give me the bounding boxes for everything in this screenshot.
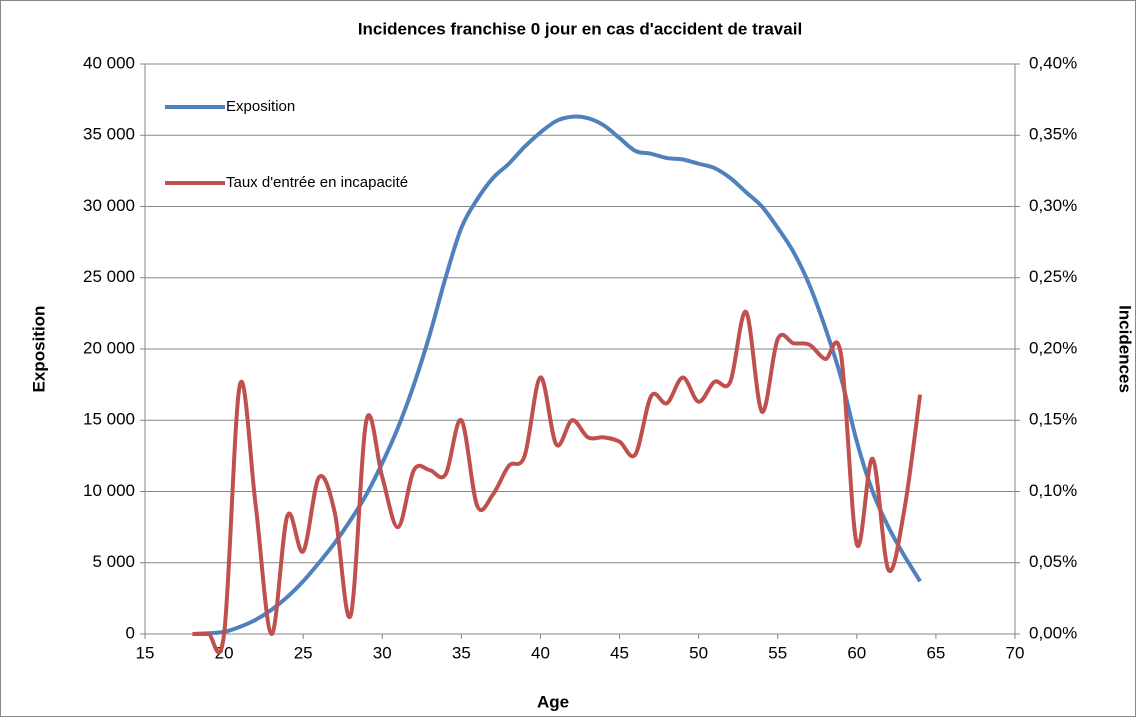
y2-tick-label: 0,30% — [1029, 196, 1077, 215]
y-tick-label: 10 000 — [83, 481, 135, 500]
y2-tick-label: 0,15% — [1029, 410, 1077, 429]
legend-label: Taux d'entrée en incapacité — [226, 174, 408, 191]
x-tick-label: 45 — [610, 643, 629, 662]
y2-axis-title: Incidences — [1116, 305, 1135, 393]
x-tick-label: 20 — [215, 643, 234, 662]
y-axis-title: Exposition — [29, 306, 48, 393]
x-tick-label: 40 — [531, 643, 550, 662]
y2-tick-label: 0,05% — [1029, 552, 1077, 571]
y2-tick-label: 0,00% — [1029, 623, 1077, 642]
y-tick-label: 20 000 — [83, 338, 135, 357]
y-tick-label: 5 000 — [92, 552, 135, 571]
x-tick-label: 35 — [452, 643, 471, 662]
x-tick-label: 30 — [373, 643, 392, 662]
series-line — [192, 114, 922, 636]
y-tick-label: 40 000 — [83, 53, 135, 72]
chart-title: Incidences franchise 0 jour en cas d'acc… — [358, 19, 802, 38]
series-line — [192, 309, 923, 655]
x-axis-title: Age — [537, 692, 569, 711]
y-tick-label: 25 000 — [83, 267, 135, 286]
x-tick-label: 70 — [1006, 643, 1025, 662]
y-tick-label: 15 000 — [83, 410, 135, 429]
x-tick-label: 15 — [136, 643, 155, 662]
y2-tick-label: 0,25% — [1029, 267, 1077, 286]
y2-tick-label: 0,35% — [1029, 125, 1077, 144]
x-tick-label: 50 — [689, 643, 708, 662]
legend-label: Exposition — [226, 98, 295, 115]
y-tick-label: 35 000 — [83, 125, 135, 144]
x-tick-label: 55 — [768, 643, 787, 662]
y2-tick-label: 0,20% — [1029, 338, 1077, 357]
y-tick-label: 0 — [126, 623, 135, 642]
y2-tick-label: 0,10% — [1029, 481, 1077, 500]
x-tick-label: 65 — [926, 643, 945, 662]
y2-tick-label: 0,40% — [1029, 53, 1077, 72]
x-tick-label: 25 — [294, 643, 313, 662]
y-tick-label: 30 000 — [83, 196, 135, 215]
x-tick-label: 60 — [847, 643, 866, 662]
